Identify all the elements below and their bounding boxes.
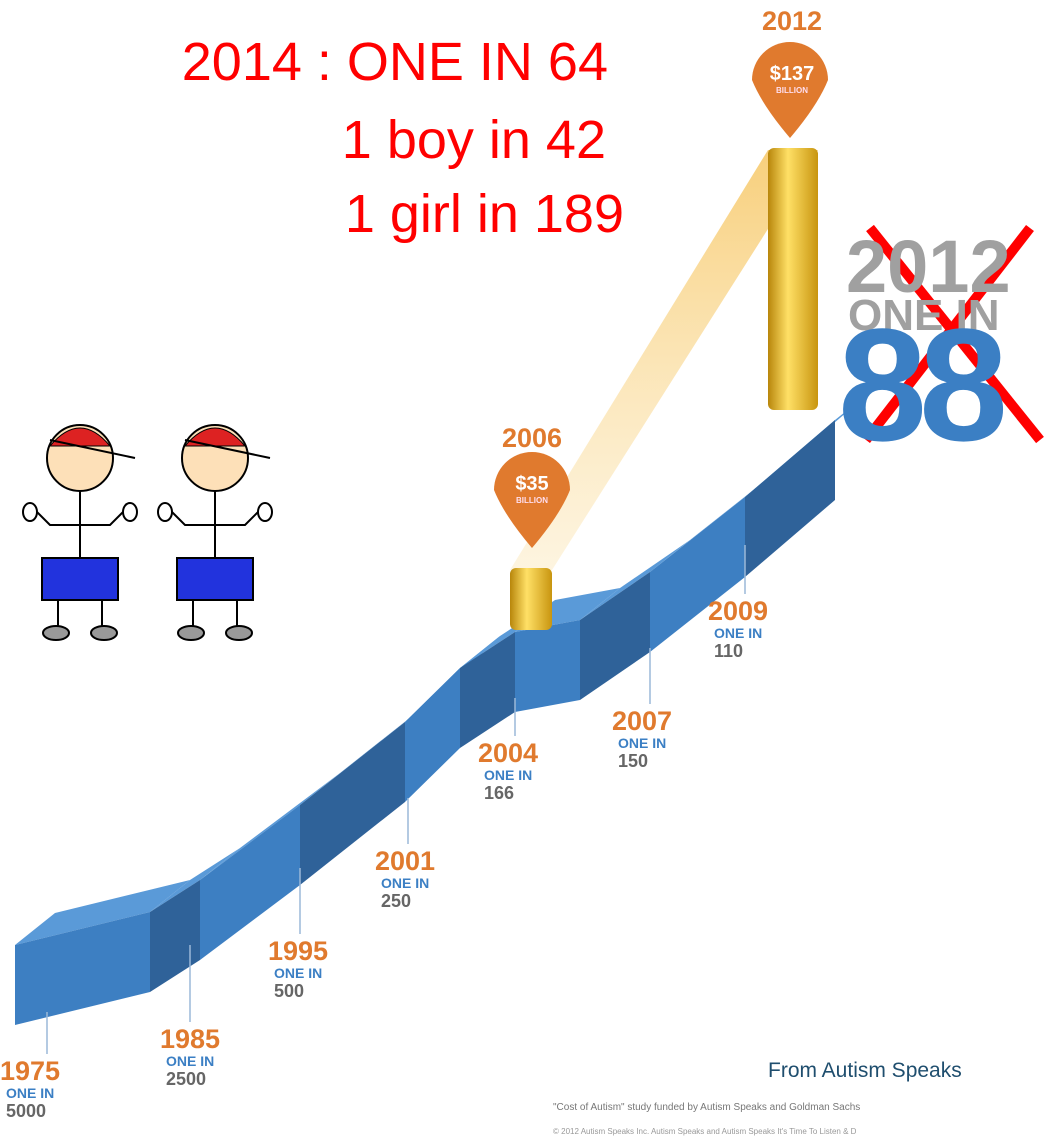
hand [258,503,272,521]
hand [123,503,137,521]
milestone-year: 2009 [708,596,768,626]
ramp [15,388,875,1025]
hand [23,503,37,521]
cap [50,428,110,446]
milestone-label: ONE IN [714,625,762,641]
milestone-label: ONE IN [6,1085,54,1101]
milestone-label: ONE IN [166,1053,214,1069]
ramp-face [405,668,460,802]
cost-unit: BILLION [516,496,548,505]
milestone-year: 1985 [160,1024,220,1054]
headline: 1 girl in 189 [345,184,624,244]
shorts [177,558,253,600]
footnote: "Cost of Autism" study funded by Autism … [553,1102,860,1113]
milestone-label: ONE IN [274,965,322,981]
shorts [42,558,118,600]
milestone-label: ONE IN [381,875,429,891]
milestone-year: 2007 [612,706,672,736]
foot [226,626,252,640]
cost-amount: $35 [515,473,548,495]
ramp-face [515,620,580,712]
footnote: © 2012 Autism Speaks Inc. Autism Speaks … [553,1127,857,1136]
milestone-year: 2004 [478,738,538,768]
foot [43,626,69,640]
source: From Autism Speaks [768,1059,962,1082]
coin-stack [510,568,552,630]
milestone-value: 110 [714,641,743,661]
milestone-year: 2001 [375,846,435,876]
milestone-value: 5000 [6,1101,46,1121]
headline: 1 boy in 42 [342,110,606,170]
milestone-year: 1975 [0,1056,60,1086]
cost-amount: $137 [770,63,815,85]
milestone-value: 150 [618,751,648,771]
milestone-value: 2500 [166,1069,206,1089]
milestone-year: 1995 [268,936,328,966]
milestone-value: 500 [274,981,304,1001]
hand [158,503,172,521]
previous-value: 88 [838,295,1004,474]
cost-unit: BILLION [776,86,808,95]
milestone-value: 250 [381,891,411,911]
infographic: 2012 ONE IN 88 2014 : ONE IN 64 1 boy in… [0,0,1047,1138]
figures [23,425,272,640]
milestone-label: ONE IN [618,735,666,751]
coin-stack [768,148,818,410]
cost-year: 2006 [502,423,562,453]
page: 2012 ONE IN 88 2014 : ONE IN 64 1 boy in… [0,0,1047,1138]
cost-year: 2012 [762,6,822,36]
foot [91,626,117,640]
foot [178,626,204,640]
ramp-face [745,420,835,577]
milestone-value: 166 [484,783,514,803]
milestone-label: ONE IN [484,767,532,783]
cap [185,428,245,446]
headline: 2014 : ONE IN 64 [182,32,608,92]
